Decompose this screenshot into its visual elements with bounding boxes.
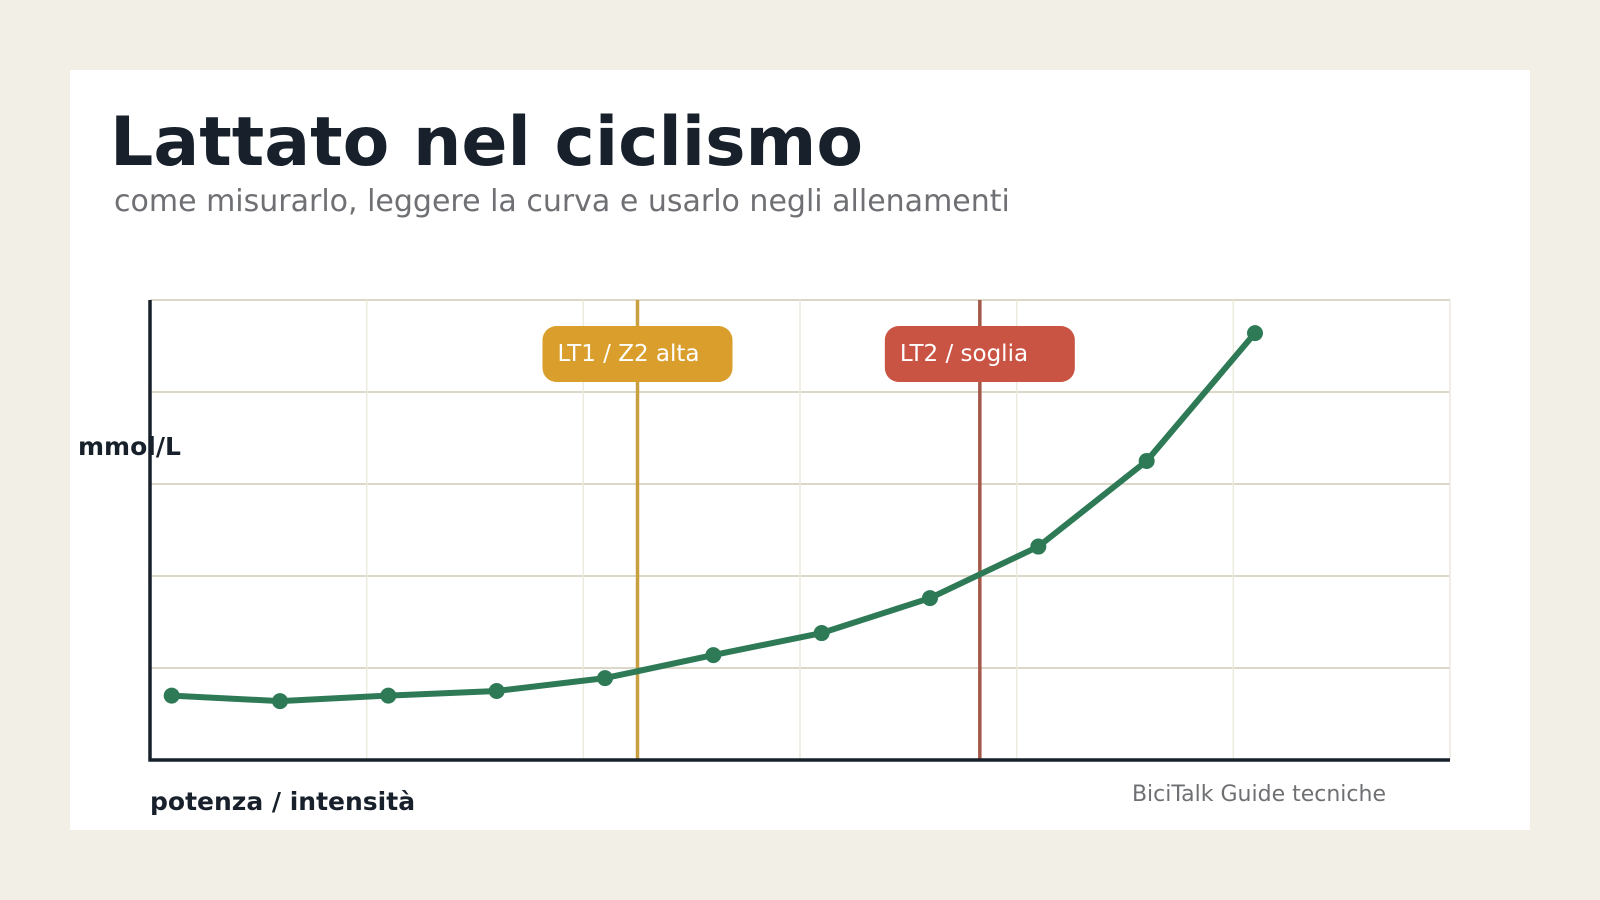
data-point-4 — [488, 683, 505, 699]
series-line-1 — [168, 330, 1258, 705]
page-title: Lattato nel ciclismo — [110, 103, 864, 182]
x-axis-label: potenza / intensità — [150, 787, 415, 816]
data-point-7 — [813, 625, 830, 642]
data-point-11 — [1247, 325, 1263, 342]
y-axis-label: mmol/L — [78, 432, 181, 461]
data-point-1 — [163, 687, 180, 704]
data-point-2 — [272, 693, 288, 710]
data-point-9 — [1030, 538, 1047, 555]
axis-labels: mmol/L potenza / intensità — [78, 432, 415, 816]
data-point-6 — [705, 647, 722, 664]
threshold-markers: LT1 / Z2 alta LT2 / soglia — [542, 300, 1075, 760]
source-credit: BiciTalk Guide tecniche — [1131, 782, 1386, 807]
data-point-3 — [380, 687, 397, 704]
data-point-5 — [597, 670, 613, 687]
page-subtitle: come misurarlo, leggere la curva e usarl… — [114, 184, 1010, 219]
threshold-badge-1 — [542, 326, 733, 382]
grid-lines — [150, 299, 1451, 760]
data-point-8 — [922, 590, 938, 607]
threshold-label-2: LT2 / soglia — [900, 341, 1028, 367]
threshold-label-1: LT1 / Z2 alta — [558, 341, 700, 367]
data-point-10 — [1138, 453, 1155, 469]
threshold-badge-2 — [884, 326, 1075, 382]
series-layer — [163, 325, 1263, 710]
axes — [148, 300, 1450, 762]
